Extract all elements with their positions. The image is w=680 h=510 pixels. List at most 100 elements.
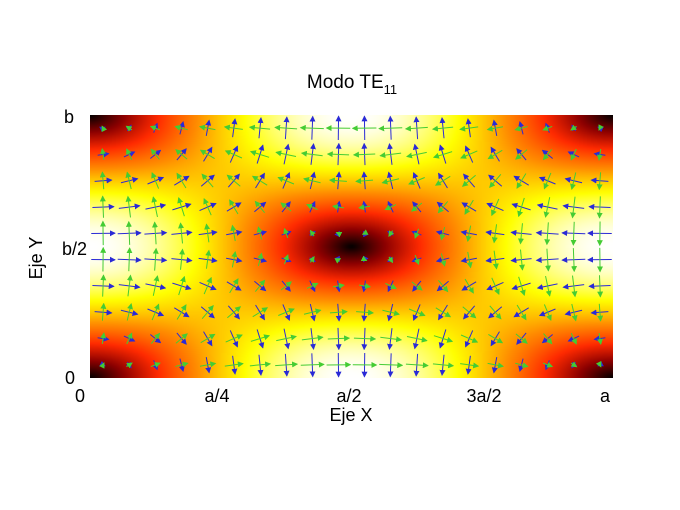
magnetic-field-arrow bbox=[126, 362, 133, 369]
magnetic-field-arrow bbox=[380, 336, 403, 343]
magnetic-field-arrow bbox=[198, 124, 216, 131]
magnetic-field-arrow bbox=[249, 150, 270, 158]
magnetic-field-arrow bbox=[432, 362, 455, 369]
magnetic-field-arrow bbox=[381, 178, 400, 185]
magnetic-field-arrow bbox=[303, 308, 322, 315]
magnetic-field-arrow bbox=[100, 302, 107, 321]
magnetic-field-arrow bbox=[150, 148, 160, 160]
magnetic-field-arrow bbox=[151, 171, 160, 189]
magnetic-field-arrow bbox=[491, 277, 500, 295]
magnetic-field-arrow bbox=[515, 362, 529, 369]
magnetic-field-arrow bbox=[149, 125, 161, 132]
magnetic-field-arrow bbox=[100, 332, 107, 345]
magnetic-field-arrow bbox=[571, 248, 578, 273]
magnetic-field-arrow bbox=[355, 178, 374, 185]
magnetic-field-arrow bbox=[487, 362, 505, 369]
magnetic-field-arrow bbox=[126, 274, 133, 297]
magnetic-field-arrow bbox=[205, 249, 212, 269]
magnetic-field-arrow bbox=[276, 334, 297, 342]
x-axis-label: Eje X bbox=[329, 405, 372, 425]
magnetic-field-arrow bbox=[176, 304, 187, 320]
magnetic-field-arrow bbox=[227, 306, 242, 319]
magnetic-field-arrow bbox=[570, 333, 577, 345]
magnetic-field-arrow bbox=[517, 197, 525, 218]
magnetic-field-arrow bbox=[459, 125, 479, 132]
x-tick-label-3a-half: 3a/2 bbox=[466, 386, 501, 406]
magnetic-field-arrow bbox=[278, 308, 295, 316]
vector-field-layer bbox=[91, 115, 612, 378]
magnetic-field-arrow bbox=[543, 197, 551, 218]
x-tick-label-a: a bbox=[600, 386, 611, 406]
magnetic-field-arrow bbox=[151, 196, 158, 218]
y-axis-ticks: 0 b/2 b bbox=[62, 107, 87, 388]
magnetic-field-arrow bbox=[596, 196, 603, 219]
magnetic-field-arrow bbox=[328, 177, 347, 184]
magnetic-field-arrow bbox=[199, 149, 215, 160]
chart-title-main: Modo TE bbox=[307, 72, 384, 93]
magnetic-field-arrow bbox=[543, 333, 553, 345]
magnetic-field-arrow bbox=[406, 335, 428, 343]
magnetic-field-arrow bbox=[175, 333, 188, 344]
magnetic-field-arrow bbox=[516, 173, 527, 189]
magnetic-field-arrow bbox=[99, 362, 105, 369]
magnetic-field-arrow bbox=[200, 333, 216, 344]
magnetic-field-arrow bbox=[570, 221, 577, 246]
magnetic-field-arrow bbox=[598, 124, 604, 131]
magnetic-field-arrow bbox=[545, 275, 552, 297]
magnetic-field-arrow bbox=[201, 173, 214, 188]
magnetic-field-arrow bbox=[126, 303, 133, 321]
magnetic-field-arrow bbox=[460, 150, 478, 159]
magnetic-field-arrow bbox=[515, 333, 528, 344]
magnetic-field-arrow bbox=[204, 223, 211, 243]
magnetic-field-arrow bbox=[99, 171, 106, 190]
magnetic-field-arrow bbox=[464, 278, 474, 294]
magnetic-field-arrow bbox=[461, 174, 476, 187]
magnetic-field-arrow bbox=[203, 276, 212, 295]
x-tick-label-0: 0 bbox=[75, 386, 85, 406]
magnetic-field-arrow bbox=[352, 151, 376, 158]
magnetic-field-arrow bbox=[175, 361, 189, 368]
magnetic-field-arrow bbox=[283, 254, 289, 265]
y-tick-label-b: b bbox=[64, 107, 74, 127]
magnetic-field-arrow bbox=[300, 150, 323, 157]
magnetic-field-arrow bbox=[595, 360, 602, 368]
magnetic-field-arrow bbox=[201, 305, 214, 320]
magnetic-field-arrow bbox=[300, 361, 325, 368]
magnetic-field-arrow bbox=[299, 124, 324, 131]
magnetic-field-arrow bbox=[175, 149, 188, 160]
magnetic-field-arrow bbox=[517, 223, 524, 245]
magnetic-field-arrow bbox=[405, 362, 429, 369]
magnetic-field-arrow bbox=[224, 361, 244, 368]
chart-title: Modo TE11 bbox=[307, 72, 397, 97]
magnetic-field-arrow bbox=[178, 222, 185, 244]
magnetic-field-arrow bbox=[388, 230, 395, 237]
magnetic-field-arrow bbox=[491, 198, 500, 217]
magnetic-field-arrow bbox=[382, 309, 400, 316]
y-axis-label: Eje Y bbox=[26, 237, 46, 280]
magnetic-field-arrow bbox=[358, 204, 371, 211]
magnetic-field-arrow bbox=[254, 279, 266, 292]
magnetic-field-arrow bbox=[404, 125, 428, 132]
magnetic-field-arrow bbox=[125, 220, 132, 245]
magnetic-field-arrow bbox=[100, 148, 106, 160]
magnetic-field-arrow bbox=[545, 248, 552, 272]
magnetic-field-arrow bbox=[126, 148, 133, 160]
magnetic-field-arrow bbox=[435, 307, 452, 318]
magnetic-field-arrow bbox=[571, 303, 578, 322]
magnetic-field-arrow bbox=[542, 361, 554, 368]
magnetic-field-arrow bbox=[487, 149, 503, 160]
magnetic-field-arrow bbox=[597, 275, 604, 298]
magnetic-field-arrow bbox=[379, 362, 404, 369]
magnetic-field-arrow bbox=[359, 283, 371, 289]
magnetic-field-arrow bbox=[226, 174, 241, 187]
magnetic-field-arrow bbox=[152, 275, 160, 296]
magnetic-field-arrow bbox=[460, 362, 480, 369]
magnetic-field-arrow bbox=[432, 151, 453, 159]
magnetic-field-arrow bbox=[334, 258, 342, 264]
magnetic-field-arrow bbox=[570, 196, 577, 219]
magnetic-field-arrow bbox=[406, 151, 427, 159]
magnetic-field-arrow bbox=[101, 125, 108, 133]
magnetic-field-arrow bbox=[248, 124, 271, 131]
magnetic-field-arrow bbox=[229, 199, 239, 215]
